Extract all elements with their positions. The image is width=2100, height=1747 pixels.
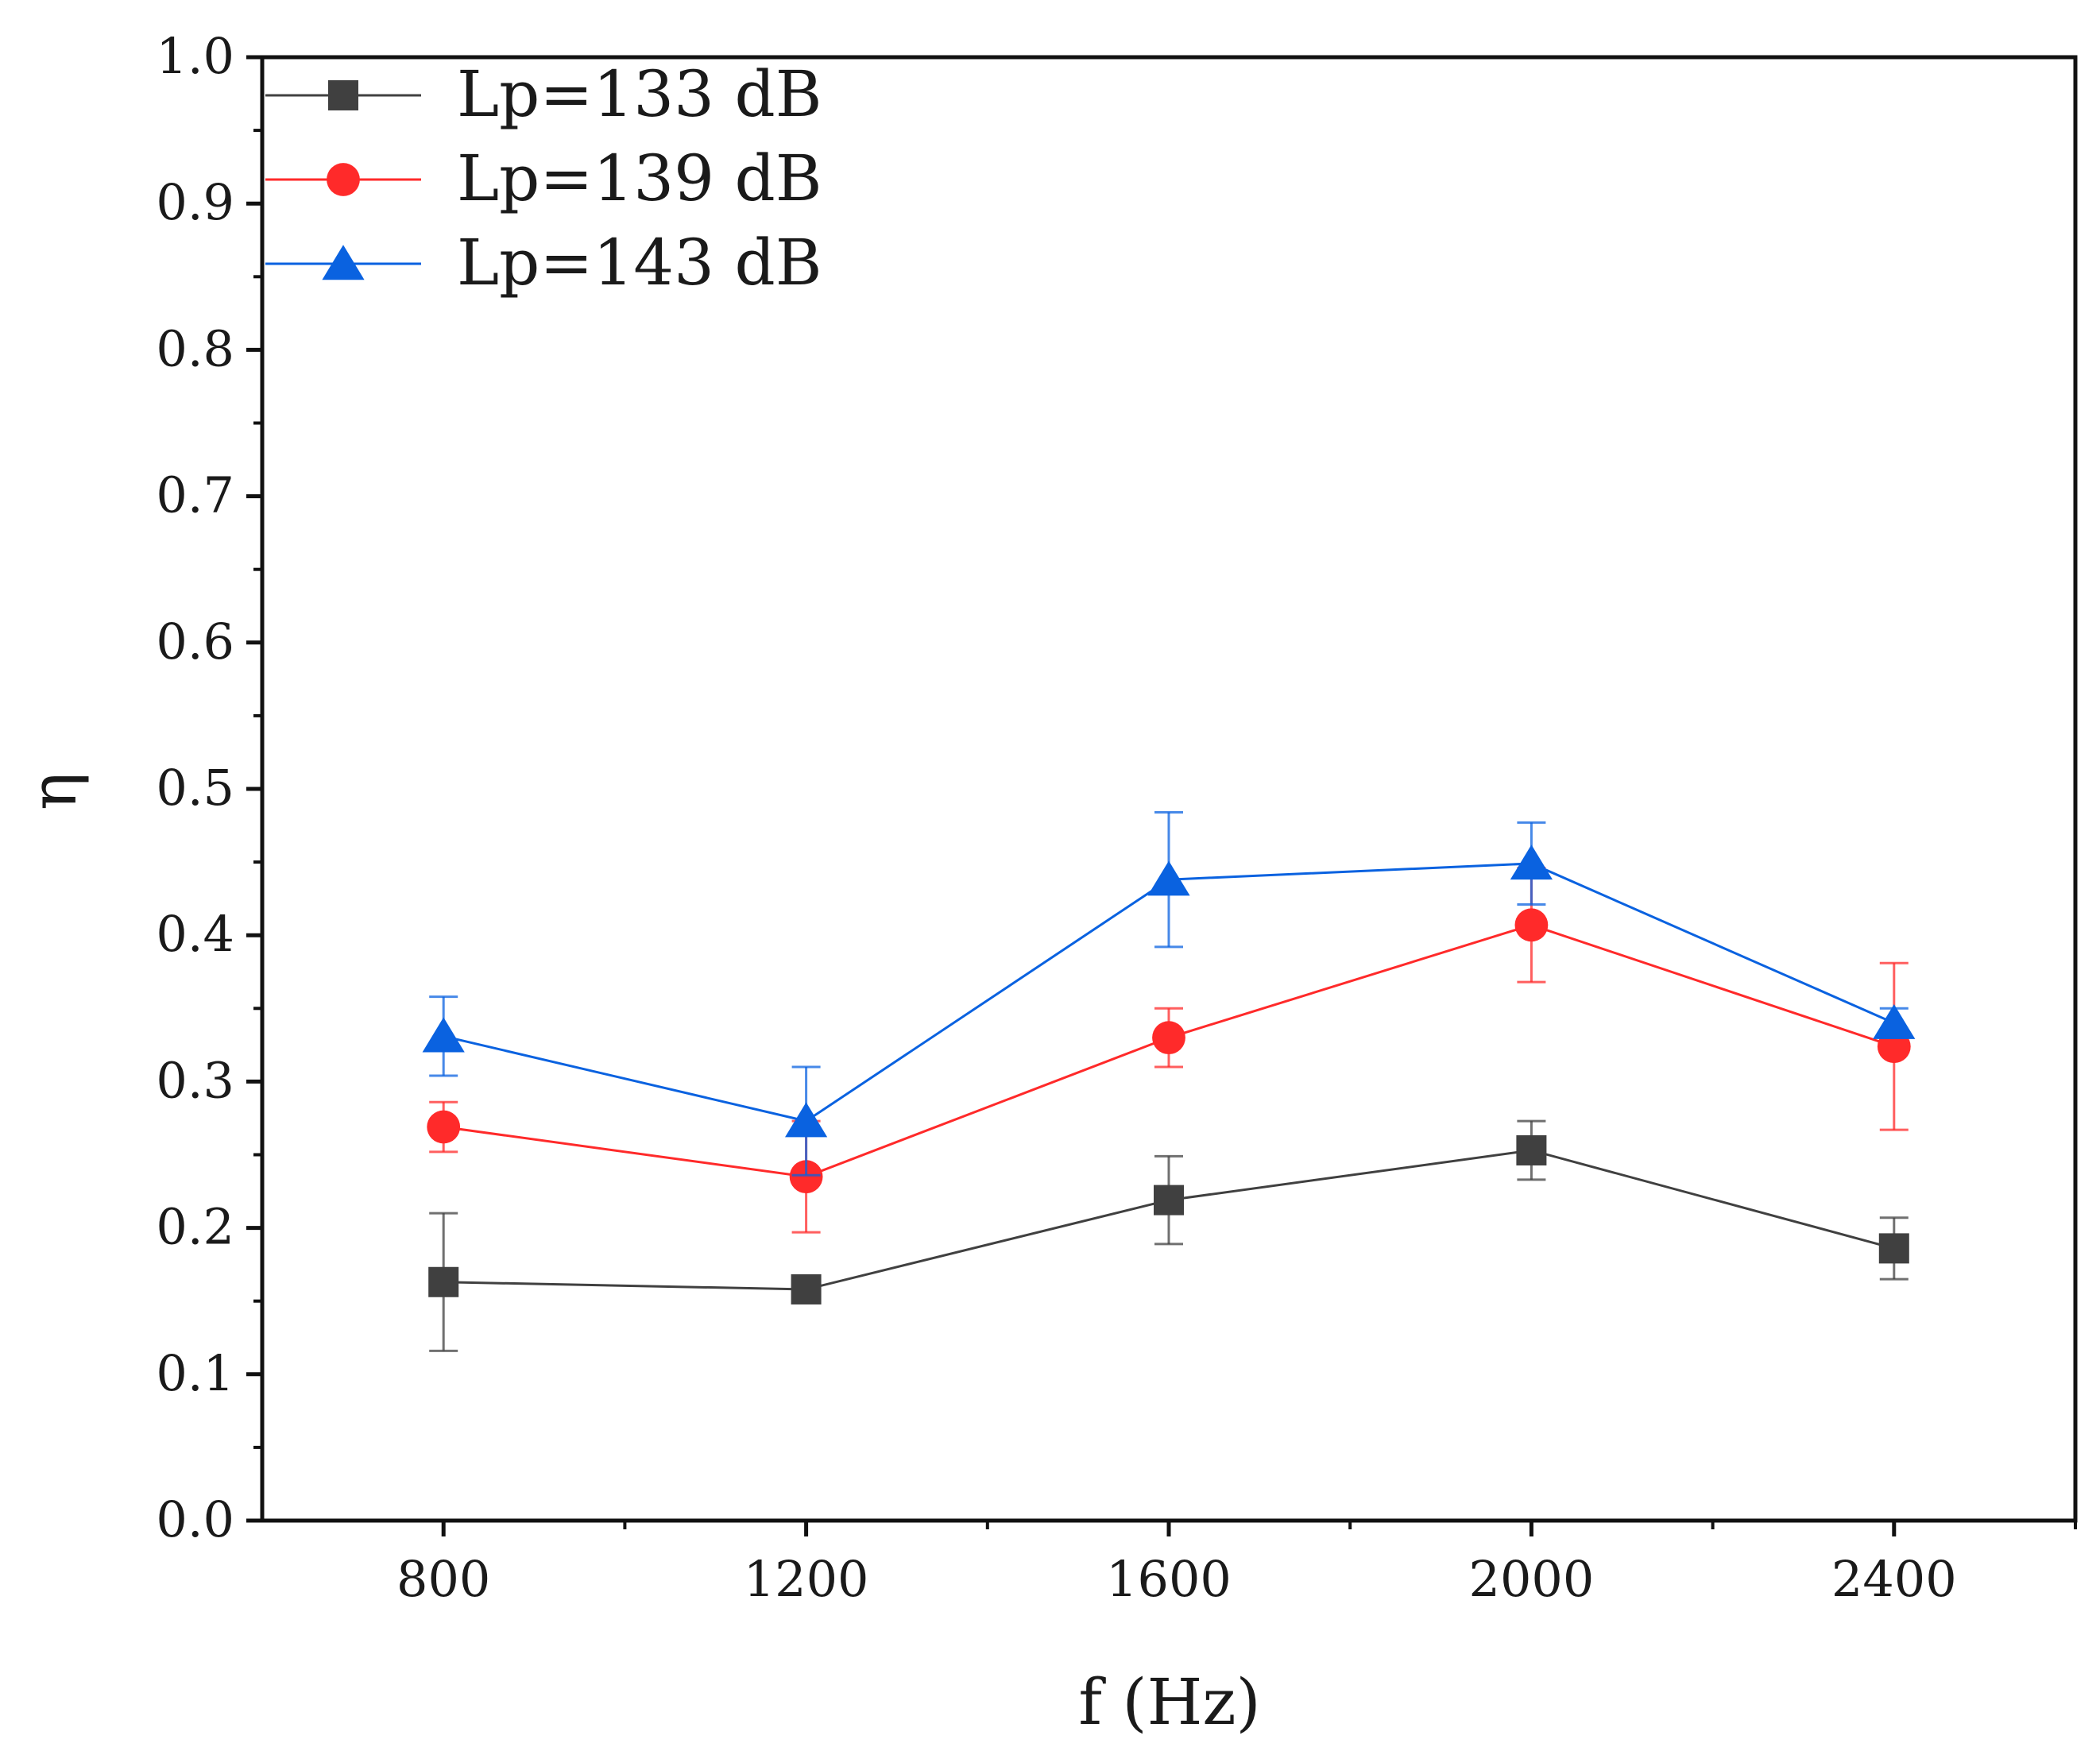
y-tick-label: 0.8 [156, 319, 234, 377]
data-point [427, 1110, 461, 1144]
legend-item-1: Lp=133 dB [265, 57, 822, 131]
y-tick-label: 0.9 [156, 173, 234, 231]
y-tick-label: 0.6 [156, 613, 234, 671]
legend-label: Lp=139 dB [457, 141, 822, 215]
data-point [1873, 1003, 1916, 1039]
data-point [785, 1102, 828, 1138]
y-tick-label: 0.1 [156, 1344, 234, 1402]
plot-area: 0.0 0.1 0.2 0.3 0.4 0.5 0.6 0.7 0.8 0.9 1.0 800 1200… [156, 27, 2078, 1608]
legend-label: Lp=133 dB [457, 57, 822, 131]
y-tick-label: 0.2 [156, 1198, 234, 1256]
data-point [789, 1160, 823, 1194]
x-tick-label: 1600 [1106, 1550, 1232, 1608]
series-1 [428, 1119, 1909, 1352]
series-2 [427, 866, 1911, 1234]
data-point [1154, 1185, 1184, 1216]
y-axis-title: η [17, 772, 91, 810]
y-tick-label: 0.4 [156, 905, 234, 963]
x-tick-label: 2000 [1469, 1550, 1595, 1608]
legend: Lp=133 dB Lp=139 dB Lp=143 dB [265, 57, 822, 300]
legend-marker [327, 163, 360, 196]
y-tick-label: 0.5 [156, 759, 234, 817]
x-axis-title: f (Hz) [1078, 1665, 1260, 1739]
y-tick-label: 0.3 [156, 1051, 234, 1109]
data-point [1152, 1021, 1185, 1055]
data-point [422, 1017, 465, 1053]
data-point [1514, 908, 1549, 942]
data-point [1516, 1134, 1547, 1165]
legend-item-2: Lp=139 dB [265, 141, 822, 215]
legend-marker [322, 245, 365, 280]
data-point [1878, 1233, 1909, 1264]
x-tick-label: 800 [396, 1550, 490, 1608]
y-tick-label: 0.0 [156, 1490, 234, 1548]
legend-label: Lp=143 dB [457, 226, 822, 300]
x-tick-label: 2400 [1831, 1550, 1957, 1608]
legend-marker [328, 80, 358, 110]
series-3 [422, 810, 1916, 1177]
data-point [428, 1266, 459, 1297]
data-point [1147, 860, 1190, 896]
data-point [1510, 845, 1553, 880]
legend-item-3: Lp=143 dB [265, 226, 822, 300]
y-tick-label: 1.0 [156, 27, 234, 85]
x-tick-label: 1200 [744, 1550, 869, 1608]
y-tick-label: 0.7 [156, 466, 234, 524]
data-point [791, 1274, 822, 1304]
